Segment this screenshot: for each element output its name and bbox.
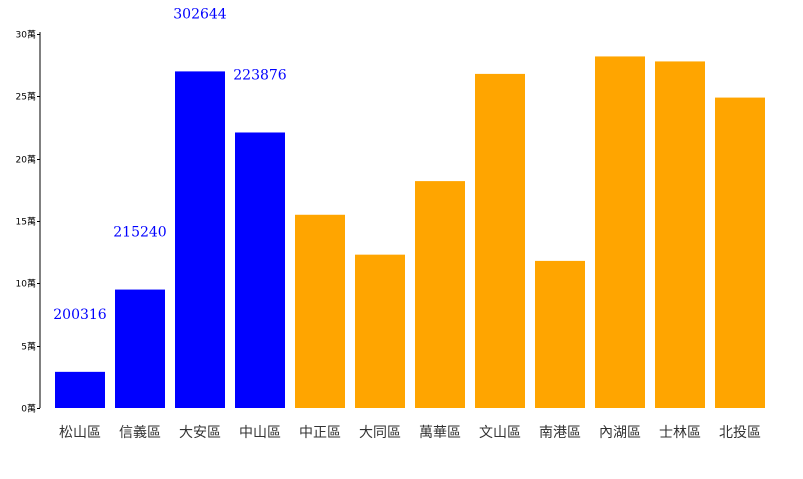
y-tick-label: 10萬	[16, 278, 36, 290]
bar	[235, 132, 285, 408]
bar	[535, 260, 585, 408]
y-tick-label: 0萬	[21, 403, 36, 415]
x-tick-label: 萬華區	[419, 425, 461, 441]
bar	[355, 254, 405, 408]
y-tick-label: 20萬	[16, 154, 36, 166]
bar	[295, 214, 345, 408]
bar	[175, 71, 225, 409]
y-axis: 0萬 5萬 10萬 15萬 20萬 25萬 30萬	[16, 29, 41, 415]
bar	[655, 61, 705, 408]
data-label: 215240	[113, 225, 166, 241]
data-label: 302644	[173, 6, 227, 22]
x-tick-label: 內湖區	[599, 425, 641, 441]
x-axis-labels: 松山區 信義區 大安區 中山區 中正區 大同區 萬華區 文山區 南港區 內湖區 士林區 北投區	[59, 424, 761, 441]
x-tick-label: 松山區	[59, 425, 101, 441]
bar	[415, 181, 465, 408]
data-label: 200316	[53, 307, 107, 323]
y-tick-label: 25萬	[16, 91, 36, 103]
x-tick-label: 北投區	[719, 425, 761, 441]
bar	[715, 97, 765, 408]
data-label: 223876	[233, 67, 287, 83]
x-tick-label: 信義區	[119, 424, 161, 441]
bar	[595, 56, 645, 408]
x-tick-label: 中山區	[239, 425, 281, 441]
data-labels: 200316 215240 302644 223876	[53, 6, 287, 322]
y-tick-label: 5萬	[21, 341, 36, 353]
bar	[115, 289, 165, 408]
y-tick-label: 15萬	[16, 216, 36, 228]
x-tick-label: 士林區	[659, 425, 701, 441]
x-tick-label: 中正區	[299, 425, 341, 441]
bars	[55, 56, 765, 409]
bar	[475, 73, 525, 408]
y-tick-label: 30萬	[16, 29, 36, 41]
x-tick-label: 南港區	[539, 425, 581, 441]
x-tick-label: 大同區	[359, 425, 401, 441]
x-tick-label: 大安區	[179, 425, 221, 441]
bar	[55, 371, 105, 408]
x-tick-label: 文山區	[479, 425, 521, 441]
